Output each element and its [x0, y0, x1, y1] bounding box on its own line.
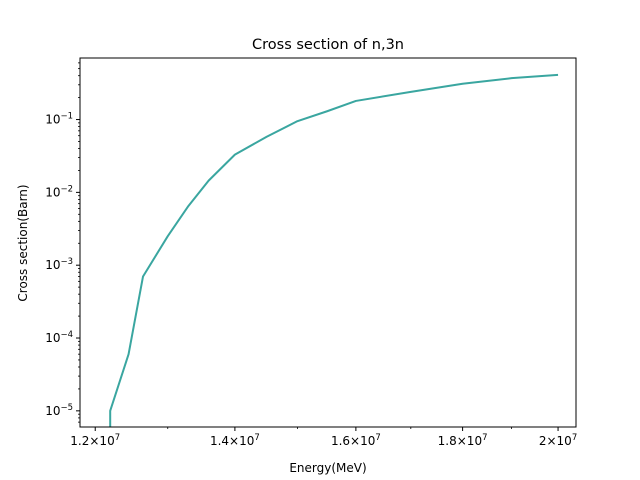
series-layer	[109, 73, 559, 427]
series-line-0	[109, 73, 559, 427]
axes-frame	[79, 57, 577, 428]
y-axis-label: Cross section(Barn)	[16, 184, 30, 301]
y-tick-label: 10−3	[45, 257, 73, 272]
x-tick-label: 1.6×107	[331, 433, 381, 448]
y-tick-label: 10−1	[45, 112, 73, 127]
y-tick-label: 10−5	[45, 403, 73, 418]
x-axis-minor-ticks	[167, 427, 512, 429]
x-tick-label: 1.4×107	[210, 433, 260, 448]
y-axis-minor-ticks	[78, 62, 80, 423]
x-axis: 1.2×107 1.4×107 1.6×107 1.8×107 2×107	[70, 427, 577, 448]
chart-title: Cross section of n,3n	[252, 37, 404, 53]
x-tick-label: 1.8×107	[438, 433, 488, 448]
y-tick-label: 10−4	[45, 330, 73, 345]
y-axis: 10−5 10−4 10−3 10−2 10−1	[45, 112, 80, 418]
x-tick-label: 1.2×107	[70, 433, 120, 448]
x-axis-label: Energy(MeV)	[289, 461, 366, 475]
plot-area	[79, 57, 577, 428]
y-tick-label: 10−2	[45, 184, 73, 199]
x-tick-label: 2×107	[539, 433, 577, 448]
